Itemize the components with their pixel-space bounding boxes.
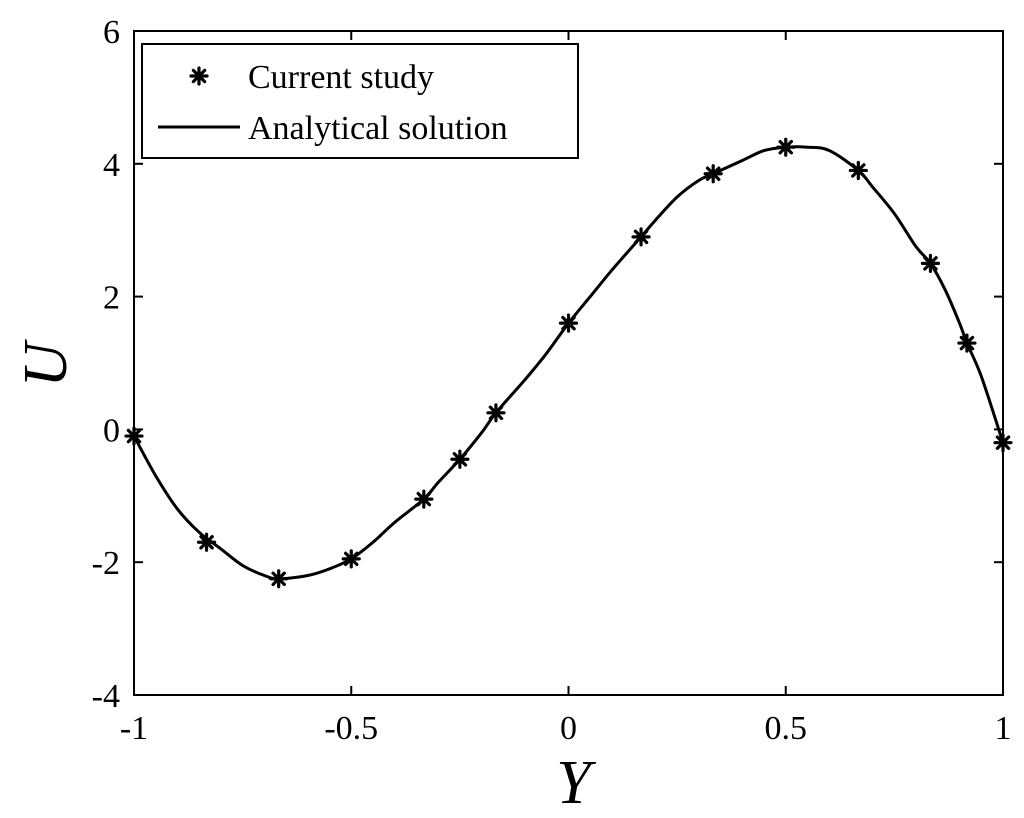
data-point-current-study	[558, 313, 579, 333]
x-tick-label: 0	[560, 710, 577, 747]
series-layer	[124, 137, 1013, 589]
x-tick-label: -1	[120, 710, 148, 747]
y-axis-title: U	[12, 338, 80, 387]
legend-label-current-study: Current study	[248, 59, 434, 96]
labels-layer: Y U	[12, 338, 596, 817]
x-tick-label: -0.5	[324, 710, 378, 747]
y-tick-label: -4	[92, 678, 120, 715]
data-point-current-study	[776, 137, 796, 157]
y-tick-label: 2	[103, 280, 120, 317]
data-point-current-study	[124, 426, 144, 446]
data-point-current-study	[196, 532, 217, 552]
x-axis-title: Y	[556, 749, 596, 817]
data-point-current-study	[269, 569, 289, 589]
data-point-current-study	[486, 403, 506, 423]
x-tick-label: 0.5	[765, 710, 808, 747]
data-point-current-study	[450, 449, 470, 469]
y-tick-label: 6	[103, 14, 120, 51]
ticks-layer: -1 -0.5 0 0.5 1 -4 -2 0 2 4 6	[92, 14, 1012, 747]
data-point-current-study	[341, 549, 361, 569]
legend-marker-current-study	[189, 66, 209, 86]
legend-marker-star	[189, 66, 209, 86]
data-point-current-study	[920, 253, 941, 273]
y-tick-label: -2	[92, 545, 120, 582]
data-point-current-study	[414, 489, 434, 509]
legend-box	[141, 43, 579, 159]
data-point-current-study	[631, 227, 651, 247]
x-tick-label: 1	[995, 710, 1012, 747]
data-point-current-study	[703, 164, 723, 184]
legend: Current study Analytical solution	[141, 43, 579, 159]
data-point-current-study	[957, 333, 977, 353]
y-tick-label: 4	[103, 147, 120, 184]
legend-label-analytical-solution: Analytical solution	[248, 110, 508, 147]
data-point-current-study	[848, 160, 868, 181]
y-tick-label: 0	[103, 412, 120, 449]
data-point-current-study	[993, 433, 1013, 453]
